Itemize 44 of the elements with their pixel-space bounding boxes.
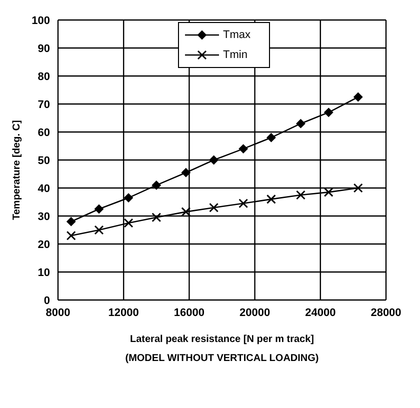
y-tick-label: 100 xyxy=(32,14,50,27)
x-tick-label: 16000 xyxy=(174,306,204,319)
x-tick-label: 12000 xyxy=(108,306,139,319)
point xyxy=(324,187,334,197)
point xyxy=(238,198,248,208)
point xyxy=(152,212,162,222)
point xyxy=(66,217,76,226)
y-tick-label: 30 xyxy=(38,210,50,223)
y-tick-label: 90 xyxy=(38,42,50,55)
x-tick-label: 24000 xyxy=(305,306,336,319)
point xyxy=(209,202,219,212)
point xyxy=(266,194,276,204)
point xyxy=(296,190,306,200)
y-tick-label: 80 xyxy=(38,70,50,83)
legend-label: Tmax xyxy=(223,28,250,43)
point xyxy=(266,133,276,142)
text: (MODEL WITHOUT VERTICAL LOADING) xyxy=(124,353,320,364)
point xyxy=(124,218,134,228)
point xyxy=(94,204,104,214)
point xyxy=(181,207,191,217)
point xyxy=(124,193,134,202)
y-tick-label: 0 xyxy=(44,294,50,307)
point xyxy=(152,180,161,190)
point xyxy=(324,108,334,117)
y-tick-label: 60 xyxy=(38,126,50,139)
point xyxy=(209,156,218,164)
point xyxy=(238,144,248,154)
x-tick-label: 8000 xyxy=(46,306,70,319)
point xyxy=(181,168,190,178)
point xyxy=(296,119,306,128)
y-tick-label: 20 xyxy=(38,238,50,251)
y-axis-title: Temperature [deg. C] xyxy=(12,120,23,220)
point xyxy=(354,92,363,102)
legend-label: Tmin xyxy=(223,48,248,63)
y-tick-label: 10 xyxy=(38,266,50,279)
x-tick-label: 20000 xyxy=(240,306,270,319)
point xyxy=(66,230,76,240)
y-tick-label: 40 xyxy=(38,182,50,195)
x-axis-title: Lateral peak resistance [N per m track] xyxy=(130,334,314,345)
point xyxy=(353,183,363,193)
x-tick-label: 28000 xyxy=(370,306,402,319)
y-tick-label: 50 xyxy=(38,154,50,167)
y-tick-label: 70 xyxy=(38,98,50,111)
point xyxy=(94,225,104,235)
